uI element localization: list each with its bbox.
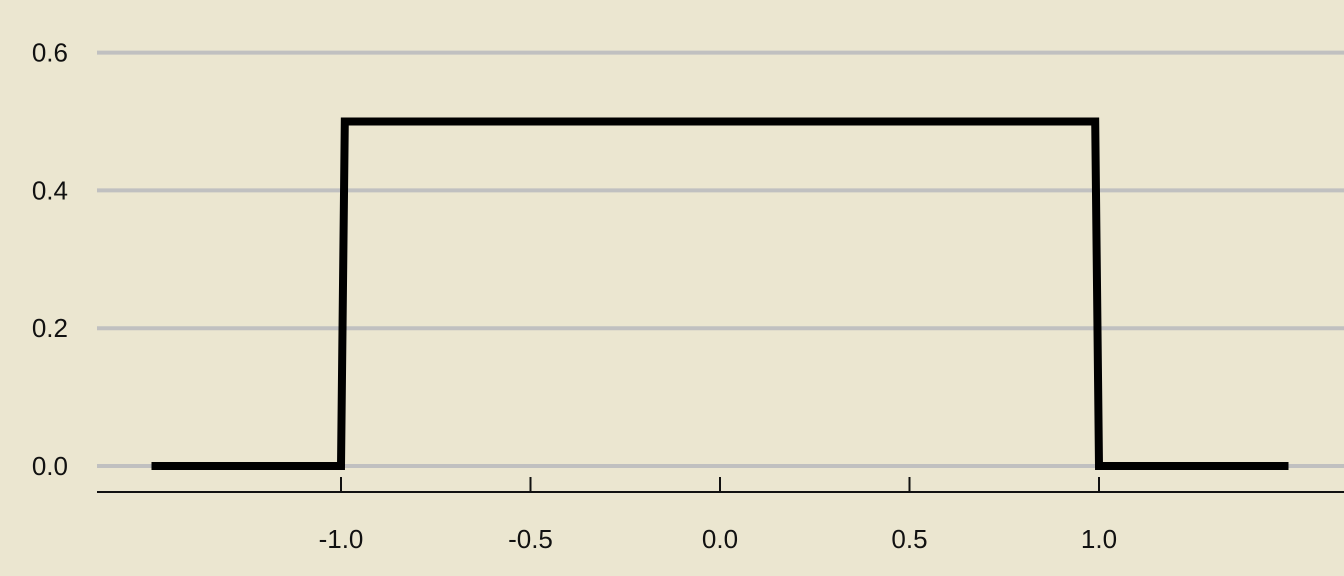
x-tick-label: 0.5: [891, 524, 927, 554]
series-layer: [151, 117, 1289, 470]
y-tick-label: 0.6: [32, 38, 68, 68]
y-tick-labels: 0.0 0.2 0.4 0.6: [32, 38, 68, 481]
y-tick-label: 0.2: [32, 313, 68, 343]
x-axis: -1.0 -0.5 0.0 0.5 1.0: [97, 477, 1344, 554]
x-tick-label: -1.0: [319, 524, 364, 554]
density-line: [151, 117, 1289, 470]
y-tick-label: 0.4: [32, 175, 68, 205]
x-tick-label: 0.0: [702, 524, 738, 554]
x-tick-label: 1.0: [1081, 524, 1117, 554]
y-tick-label: 0.0: [32, 451, 68, 481]
x-tick-label: -0.5: [508, 524, 553, 554]
